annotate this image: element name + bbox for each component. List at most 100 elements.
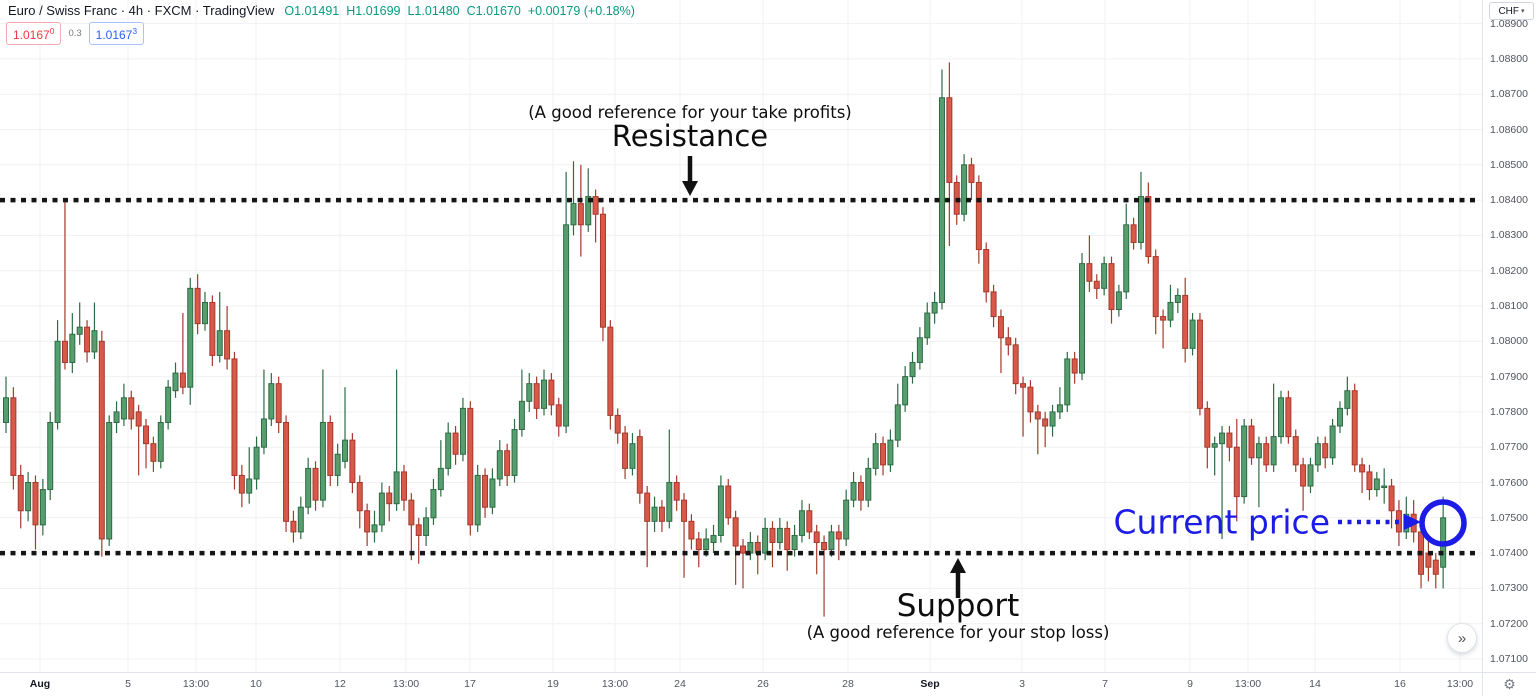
candle [1020, 376, 1027, 437]
candle [872, 433, 879, 476]
candle [386, 486, 393, 522]
candle [909, 351, 916, 384]
time-axis-label: 5 [125, 678, 131, 690]
price-axis-label: 1.08900 [1490, 17, 1528, 30]
currency-selector-button[interactable]: CHF ▾ [1489, 2, 1534, 20]
candle [113, 401, 120, 434]
price-axis-label: 1.07500 [1490, 511, 1528, 524]
candle [1064, 351, 1071, 412]
candle [1204, 401, 1211, 469]
candle [1071, 351, 1078, 384]
candle [1292, 429, 1299, 472]
candle [371, 510, 378, 543]
candle [172, 362, 179, 398]
price-axis-label: 1.08100 [1490, 300, 1528, 312]
candle [577, 164, 584, 257]
candle [349, 433, 356, 494]
candle [1344, 376, 1351, 416]
candle [1174, 288, 1181, 314]
candle [887, 429, 894, 472]
candle [1359, 457, 1366, 494]
candle [1300, 457, 1307, 511]
candle [1145, 182, 1152, 264]
candle [238, 464, 245, 508]
candle [526, 373, 533, 412]
candle [3, 376, 9, 434]
candle [806, 503, 813, 539]
close-value: C1.01670 [466, 4, 521, 18]
time-axis-label: 9 [1187, 678, 1193, 690]
price-axis-label: 1.07100 [1490, 653, 1528, 665]
ask-price-tag[interactable]: 1.01673 [88, 22, 145, 45]
axis-settings-gear-icon[interactable]: ⚙ [1503, 676, 1516, 692]
candle [378, 482, 385, 532]
candle [835, 524, 842, 561]
candle [135, 404, 142, 476]
candle [821, 535, 828, 617]
time-axis-label: 19 [547, 678, 559, 690]
candle [1307, 457, 1314, 494]
candlestick-chart[interactable] [0, 0, 1482, 672]
candle [570, 161, 577, 236]
candle [850, 471, 857, 508]
candle [1285, 390, 1292, 444]
candle [430, 478, 437, 525]
candle [622, 426, 629, 479]
candle [563, 171, 570, 434]
candle [865, 457, 872, 508]
candle [1351, 383, 1358, 472]
candle [157, 415, 164, 469]
support-label: Support [896, 588, 1020, 624]
candle [990, 284, 997, 328]
candle [769, 521, 776, 568]
price-axis-label: 1.08700 [1490, 88, 1528, 101]
candle [938, 69, 945, 310]
candle [1182, 277, 1189, 363]
candle [798, 500, 805, 543]
candle [791, 524, 798, 557]
candle [1130, 217, 1137, 250]
price-axis-label: 1.08400 [1490, 194, 1528, 207]
candle [305, 457, 312, 515]
candle [1425, 538, 1432, 582]
time-axis[interactable]: Aug 5 13:00 10 12 13:00 17 19 13:00 24 26 28 Sep 3 7 9 1… [0, 673, 1482, 696]
scroll-to-realtime-button[interactable]: » [1447, 623, 1477, 653]
time-axis-label: Sep [920, 678, 940, 690]
candle [1248, 418, 1255, 465]
candle [275, 376, 282, 434]
candle [415, 517, 422, 564]
candle [17, 464, 24, 529]
candle [1336, 401, 1343, 434]
price-axis[interactable]: 1.08900 1.08800 1.08700 1.08600 1.08500 1.084… [1483, 0, 1536, 672]
candle [857, 475, 864, 511]
candle [187, 277, 194, 405]
candle [106, 415, 113, 547]
bid-price-tag[interactable]: 1.01670 [6, 22, 62, 45]
candle [297, 496, 304, 539]
candle [1012, 337, 1019, 395]
time-axis-label: 3 [1019, 678, 1025, 690]
candle [961, 154, 968, 222]
candle [1108, 256, 1115, 324]
time-axis-label: 28 [842, 678, 854, 690]
low-value: L1.01480 [407, 4, 460, 18]
candle [533, 376, 540, 419]
candle [518, 369, 525, 437]
chevron-down-icon: ▾ [1521, 8, 1525, 15]
candle [216, 291, 223, 363]
candle [364, 503, 371, 547]
candle [290, 510, 297, 543]
candle [143, 418, 150, 469]
candle [1381, 468, 1388, 504]
candle [636, 429, 643, 504]
candle [120, 383, 127, 427]
candle [1366, 464, 1373, 501]
candle [924, 302, 931, 345]
candle [334, 443, 341, 487]
symbol-legend[interactable]: Euro / Swiss Franc · 4h · FXCM · Trading… [8, 3, 635, 18]
time-axis-label: 13:00 [1234, 678, 1262, 690]
candle [997, 309, 1004, 374]
candle [459, 397, 466, 462]
price-axis-separator [1482, 0, 1483, 696]
candle [843, 489, 850, 547]
